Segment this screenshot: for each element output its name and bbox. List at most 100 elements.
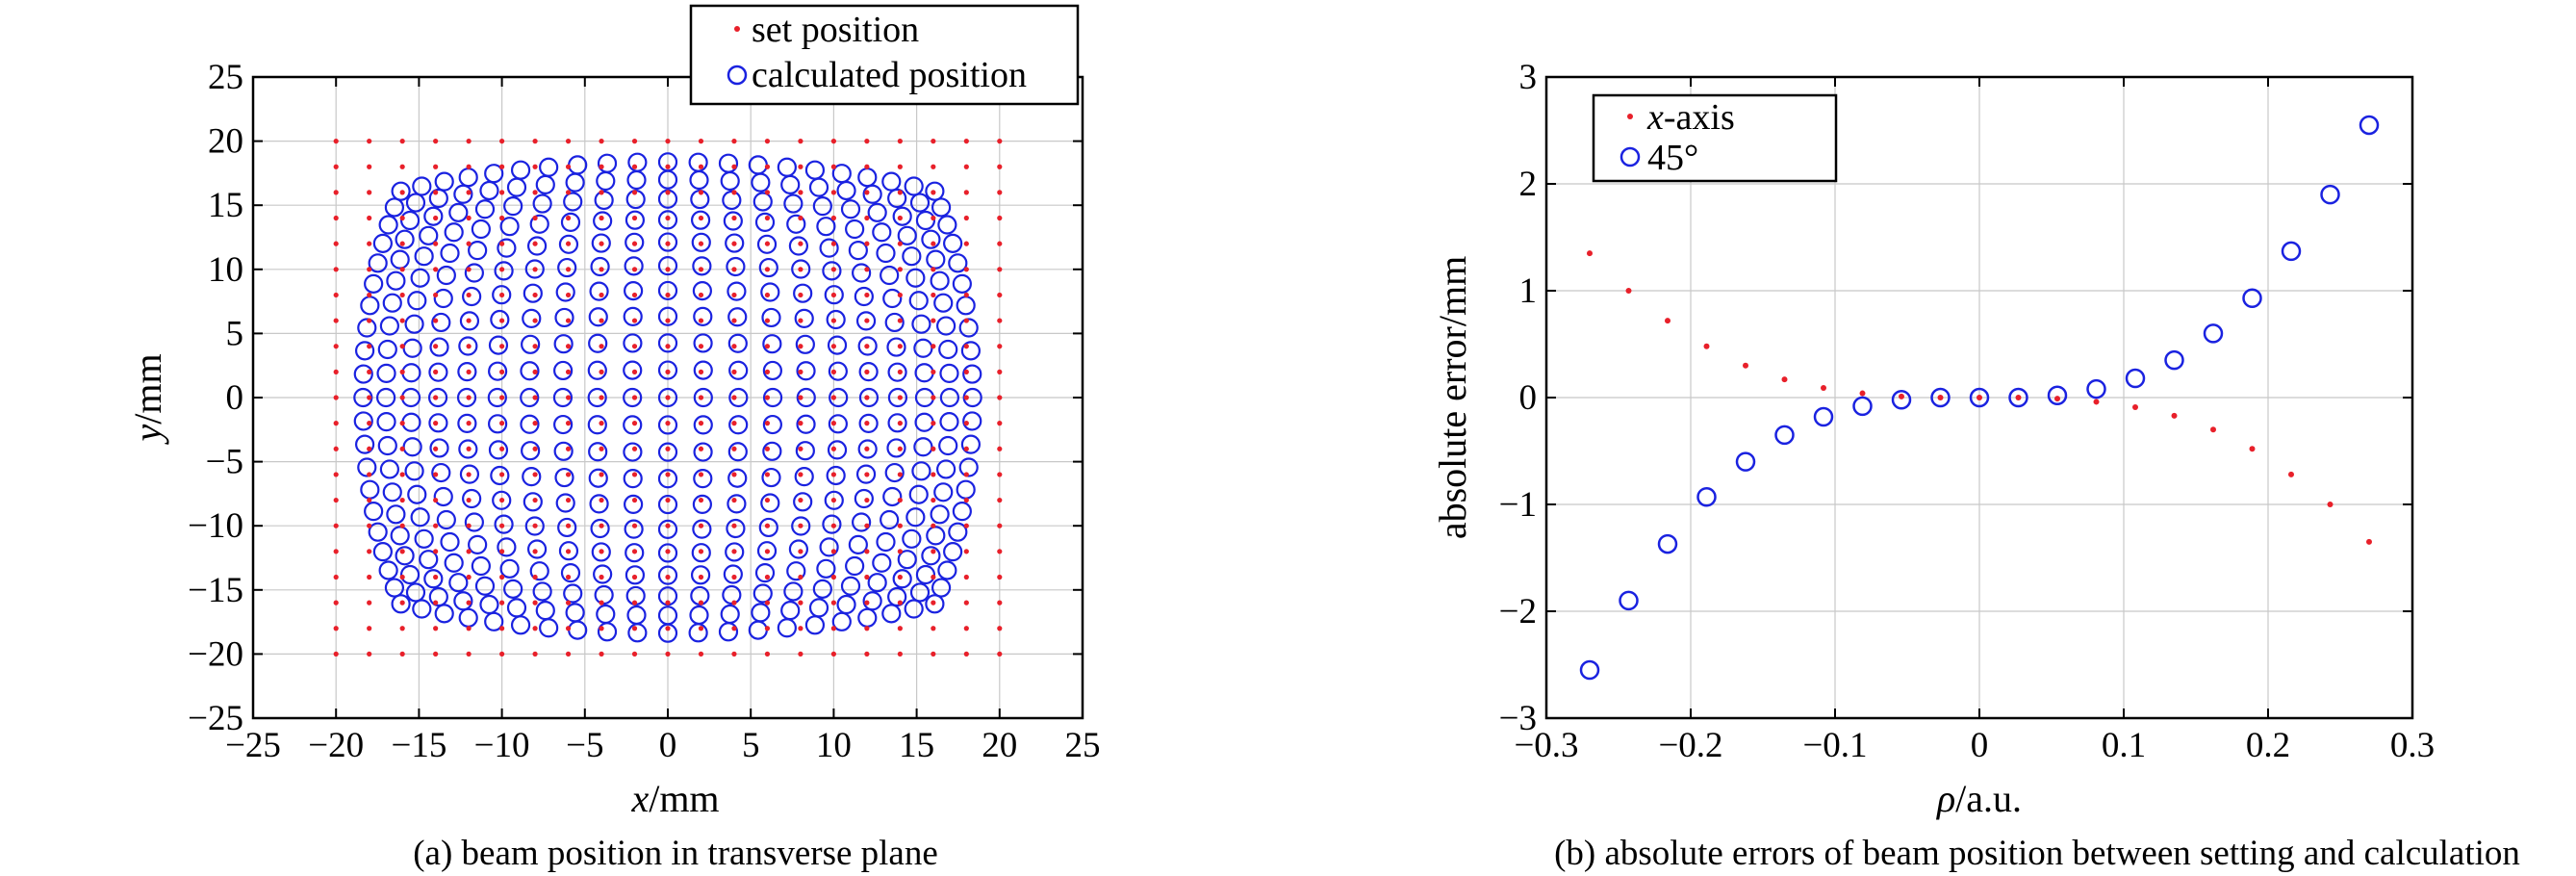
set-position-point <box>631 164 638 169</box>
calculated-position-point <box>948 522 968 542</box>
set-position-point <box>830 241 837 246</box>
set-position-point <box>731 446 737 451</box>
calculated-position-point <box>355 434 375 454</box>
calculated-position-point <box>377 339 397 360</box>
set-position-point <box>333 215 339 221</box>
series-45deg-point <box>1852 396 1873 417</box>
set-position-point <box>665 215 671 221</box>
set-position-point <box>367 651 372 657</box>
set-position-point <box>897 369 903 374</box>
calculated-position-point <box>594 584 614 605</box>
set-position-point <box>963 574 969 580</box>
set-position-point <box>499 139 505 144</box>
set-position-point <box>798 472 803 477</box>
set-position-point <box>698 472 704 477</box>
set-position-point <box>764 369 771 374</box>
calculated-position-point <box>436 509 456 530</box>
set-position-point <box>367 421 372 426</box>
set-position-point <box>532 139 538 144</box>
calculated-position-point <box>786 214 806 234</box>
calculated-position-point <box>938 339 958 360</box>
calculated-position-point <box>434 171 454 192</box>
set-position-point <box>333 267 339 272</box>
calculated-position-point <box>520 387 540 408</box>
calculated-position-point <box>427 387 448 408</box>
set-position-point <box>830 574 837 580</box>
set-position-point <box>532 497 538 503</box>
calculated-position-point <box>962 387 982 408</box>
chart-b-legend-xaxis-rest: -axis <box>1664 97 1735 138</box>
calculated-position-point <box>353 364 373 384</box>
calculated-position-point <box>399 210 421 231</box>
set-position-point <box>599 267 604 272</box>
calculated-position-point <box>568 155 588 175</box>
set-position-point <box>830 651 837 657</box>
calculated-position-point <box>623 387 643 408</box>
set-position-point <box>864 292 870 298</box>
set-position-point <box>897 395 903 400</box>
chart-b-legend-marker-xaxis <box>1627 114 1633 119</box>
set-position-point <box>764 626 771 631</box>
set-position-point <box>532 600 538 605</box>
set-position-point <box>665 651 671 657</box>
chart-b-x-tick-label: 0.1 <box>2102 726 2146 765</box>
calculated-position-point <box>762 441 782 461</box>
set-position-point <box>830 292 837 298</box>
set-position-point <box>864 421 870 426</box>
calculated-position-point <box>376 363 396 383</box>
calculated-position-point <box>372 542 393 562</box>
set-position-point <box>565 651 572 657</box>
calculated-position-point <box>956 296 976 316</box>
calculated-position-point <box>795 441 815 461</box>
calculated-position-point <box>904 599 924 619</box>
set-position-point <box>565 267 572 272</box>
calculated-position-point <box>882 486 903 507</box>
set-position-point <box>499 472 505 477</box>
calculated-position-point <box>887 413 907 433</box>
calculated-position-point <box>434 604 454 624</box>
set-position-point <box>631 395 638 400</box>
set-position-point <box>399 472 405 477</box>
set-position-point <box>333 472 339 477</box>
calculated-position-point <box>440 243 460 264</box>
calculated-position-point <box>597 622 618 642</box>
series-x-axis-point <box>1899 393 1904 399</box>
calculated-position-point <box>852 263 872 283</box>
set-position-point <box>333 344 339 349</box>
set-position-point <box>963 497 969 503</box>
calculated-position-point <box>754 563 776 583</box>
set-position-point <box>731 395 737 400</box>
series-45deg-point <box>1735 451 1756 472</box>
chart-b-y-tick-label: −2 <box>1499 592 1537 631</box>
calculated-position-point <box>836 180 856 201</box>
calculated-position-point <box>828 414 848 434</box>
set-position-point <box>864 318 870 323</box>
calculated-position-point <box>360 296 380 316</box>
calculated-position-point <box>902 528 922 549</box>
set-position-point <box>333 395 339 400</box>
series-45deg-point <box>1696 486 1717 507</box>
set-position-point <box>665 626 671 631</box>
calculated-position-point <box>728 387 749 408</box>
calculated-position-point <box>429 337 449 357</box>
calculated-position-point <box>852 512 872 532</box>
calculated-position-point <box>497 238 517 258</box>
set-position-point <box>997 651 1003 657</box>
set-position-point <box>931 523 936 528</box>
set-position-point <box>798 651 803 657</box>
set-position-point <box>731 267 737 272</box>
set-position-point <box>433 369 439 374</box>
set-position-point <box>631 318 638 323</box>
calculated-position-point <box>490 309 510 330</box>
calculated-position-point <box>492 490 512 510</box>
calculated-position-point <box>428 413 448 433</box>
set-position-point <box>599 523 604 528</box>
set-position-point <box>499 318 505 323</box>
chart-b-x-tick-label: −0.3 <box>1514 726 1578 765</box>
set-position-point <box>864 267 870 272</box>
calculated-position-point <box>428 188 448 209</box>
calculated-position-point <box>410 507 430 528</box>
set-position-point <box>864 139 870 144</box>
set-position-point <box>466 369 472 374</box>
calculated-position-point <box>952 273 972 294</box>
